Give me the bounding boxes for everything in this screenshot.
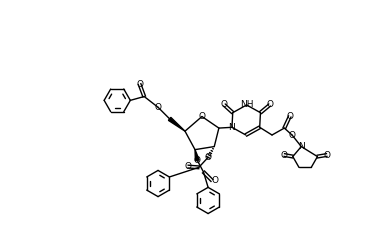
Text: O: O	[266, 100, 273, 109]
Text: O: O	[212, 176, 218, 185]
Text: O: O	[221, 100, 228, 109]
Text: O: O	[194, 156, 201, 165]
Text: O: O	[185, 162, 192, 171]
Polygon shape	[168, 117, 185, 131]
Polygon shape	[195, 150, 199, 161]
Text: O: O	[281, 151, 288, 159]
Text: O: O	[199, 112, 205, 121]
Text: O: O	[288, 131, 296, 139]
Text: N: N	[298, 142, 305, 151]
Text: O: O	[136, 80, 143, 89]
Text: O: O	[286, 112, 293, 121]
Text: O: O	[323, 151, 330, 159]
Text: N: N	[229, 123, 235, 132]
Text: O: O	[155, 103, 162, 112]
Text: NH: NH	[240, 100, 253, 109]
Text: O: O	[205, 153, 212, 162]
